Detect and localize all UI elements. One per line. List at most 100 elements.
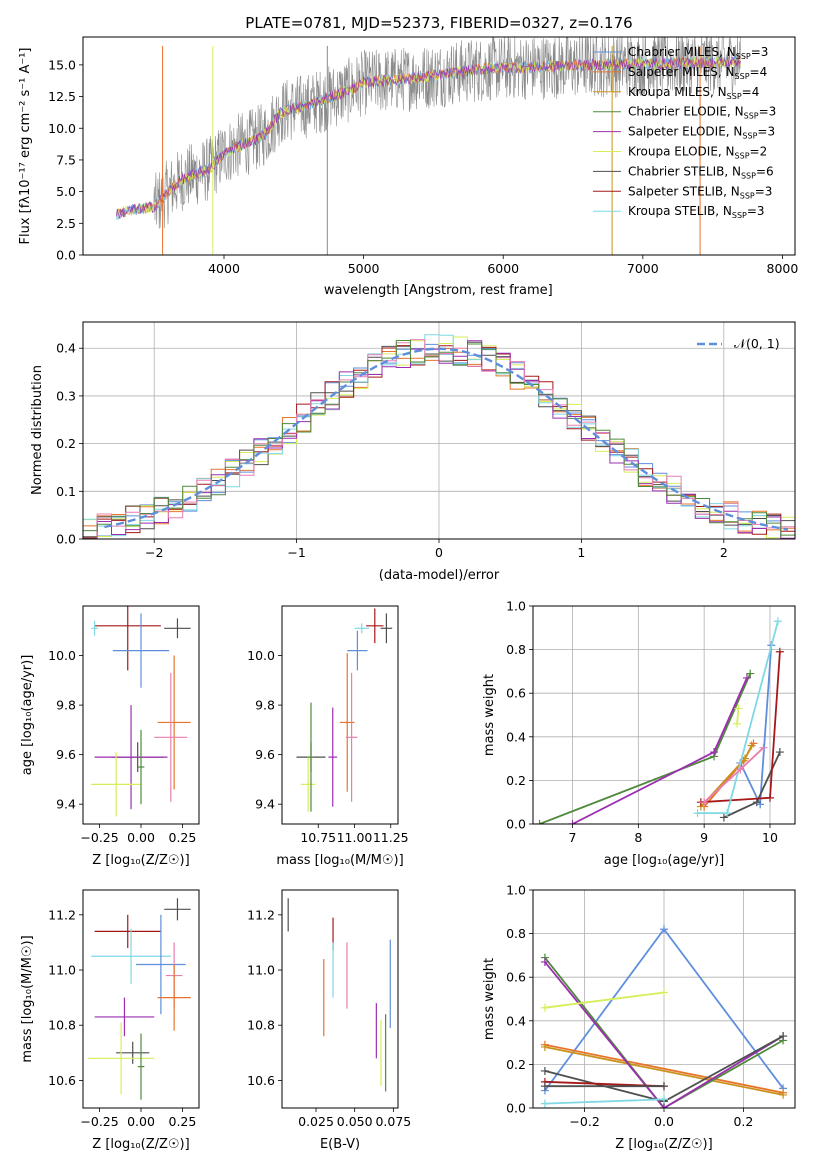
errorbar-point <box>347 630 368 671</box>
y-tick-label: 0.0 <box>506 1101 526 1116</box>
spectrum-axes: 4000 5000 6000 7000 8000 0.0 2.5 5.0 7.5 10.0 12.5… <box>48 57 798 276</box>
legend-label: Kroupa MILES, NSSP=4 <box>628 85 759 101</box>
legend-label: Salpeter MILES, NSSP=4 <box>628 65 767 81</box>
x-tick-label: 0.00 <box>127 1114 155 1129</box>
y-tick-label: 10.8 <box>247 1018 275 1033</box>
x-tick-label: 4000 <box>208 261 240 276</box>
errorbar-point <box>328 707 338 807</box>
weight-marker <box>719 813 728 822</box>
weight-marker <box>540 1042 549 1051</box>
errorbar-point <box>345 672 358 802</box>
y-tick-label: 0.2 <box>506 773 526 788</box>
weight-marker <box>660 988 668 997</box>
weight_vs_Z-ylabel: mass weight <box>482 958 497 1040</box>
weight-marker <box>540 1082 549 1091</box>
weight-series-line <box>544 957 784 1108</box>
spectrum-model-line <box>116 56 741 219</box>
y-tick-label: 0.4 <box>506 729 526 744</box>
weight-marker <box>723 809 732 818</box>
errorbar-point <box>157 655 191 790</box>
errorbar-point <box>354 623 369 634</box>
weight-marker <box>746 669 755 678</box>
errorbar-point <box>154 672 188 802</box>
normal-curve <box>104 347 789 531</box>
weight-series-line <box>544 1043 784 1094</box>
errorbar-point <box>340 653 355 792</box>
weight-marker <box>660 1082 668 1091</box>
y-tick-label: 2.5 <box>56 216 76 231</box>
mass_vs_Z-axes: −0.25 0.00 0.25 10.6 10.8 11.0 11.2 <box>48 907 196 1129</box>
y-tick-label: 11.2 <box>48 907 76 922</box>
y-tick-label: 9.6 <box>56 747 76 762</box>
weight_vs_age-axes: 7 8 9 10 0.0 0.2 0.4 0.6 0.8 1.0 <box>506 599 795 845</box>
errorbar-point <box>94 914 161 948</box>
weight-marker <box>540 1003 549 1012</box>
y-tick-label: 10.0 <box>48 121 76 136</box>
legend-label: Salpeter ELODIE, NSSP=3 <box>628 125 775 141</box>
residuals-frame <box>82 321 796 540</box>
y-tick-label: 0.4 <box>506 1013 526 1028</box>
weight-marker <box>660 925 668 934</box>
x-tick-label: 0.025 <box>298 1114 334 1129</box>
x-tick-label: −0.25 <box>80 1114 118 1129</box>
y-tick-label: 0.0 <box>56 248 76 263</box>
x-tick-label: 1 <box>577 545 585 560</box>
x-tick-label: 7 <box>569 830 577 845</box>
x-tick-label: 0.25 <box>169 830 197 845</box>
plot-layer: 4000 5000 6000 7000 80000.02.55.07.510.012.5… <box>18 36 798 1152</box>
legend-label: Salpeter STELIB, NSSP=3 <box>628 184 772 200</box>
y-tick-label: 1.0 <box>506 883 526 898</box>
y-tick-label: 0.2 <box>506 1057 526 1072</box>
weight-marker <box>765 793 774 802</box>
y-tick-label: 7.5 <box>56 152 76 167</box>
errorbar-point <box>94 606 161 671</box>
x-tick-label: −0.25 <box>80 830 118 845</box>
mass_vs_Z-ylabel: mass [log₁₀(M/M☉)] <box>20 935 35 1062</box>
weight-marker <box>568 820 577 824</box>
x-tick-label: 2 <box>720 545 728 560</box>
y-tick-label: 9.6 <box>255 747 275 762</box>
weight-marker <box>540 957 549 966</box>
x-tick-label: 10 <box>762 830 778 845</box>
x-tick-label: 11.00 <box>337 830 373 845</box>
mass_vs_EBV-points <box>287 898 391 1092</box>
y-tick-label: 10.0 <box>48 648 76 663</box>
residuals-ylabel: Normed distribution <box>30 365 45 495</box>
y-tick-label: 0.8 <box>506 926 526 941</box>
y-tick-label: 0.0 <box>56 532 76 547</box>
y-tick-label: 0.6 <box>506 686 526 701</box>
weight_vs_age-series <box>535 617 784 824</box>
weight-marker <box>747 741 756 750</box>
weight-marker <box>734 704 743 713</box>
y-tick-label: 0.0 <box>506 817 526 832</box>
weight-marker <box>775 748 784 757</box>
weight-series-line <box>544 1098 665 1105</box>
spectrum-frame <box>82 36 796 256</box>
legend-label: 𝒩(0, 1) <box>734 336 780 351</box>
weight_vs_age-ylabel: mass weight <box>482 674 497 756</box>
x-tick-label: 0.00 <box>127 830 155 845</box>
spectrum-legend: Chabrier MILES, NSSP=3 Salpeter MILES, NS… <box>593 45 776 220</box>
weight-series-line <box>544 991 665 1009</box>
weight-marker <box>693 809 702 818</box>
errorbar-point <box>137 729 145 805</box>
weight-series-line <box>544 1046 784 1096</box>
mass_vs_EBV-axes: 0.025 0.050 0.075 10.6 10.8 11.0 11.2 <box>247 907 411 1129</box>
errorbar-point <box>164 898 191 921</box>
age_vs_mass-points <box>296 608 393 812</box>
errorbar-point <box>87 1022 155 1095</box>
y-tick-label: 11.2 <box>247 907 275 922</box>
legend-label: Kroupa ELODIE, NSSP=2 <box>628 145 767 161</box>
x-tick-label: 0.25 <box>169 1114 197 1129</box>
weight-marker <box>779 1090 788 1099</box>
errorbar-point <box>91 620 98 636</box>
errorbar-point <box>112 613 170 688</box>
y-tick-label: 10.8 <box>48 1018 76 1033</box>
errorbar-point <box>157 964 191 1031</box>
y-tick-label: 0.1 <box>56 484 76 499</box>
weight-marker <box>736 765 745 774</box>
weight-series-line <box>544 961 784 1108</box>
weight-marker <box>742 673 751 682</box>
y-tick-label: 9.4 <box>56 797 76 812</box>
